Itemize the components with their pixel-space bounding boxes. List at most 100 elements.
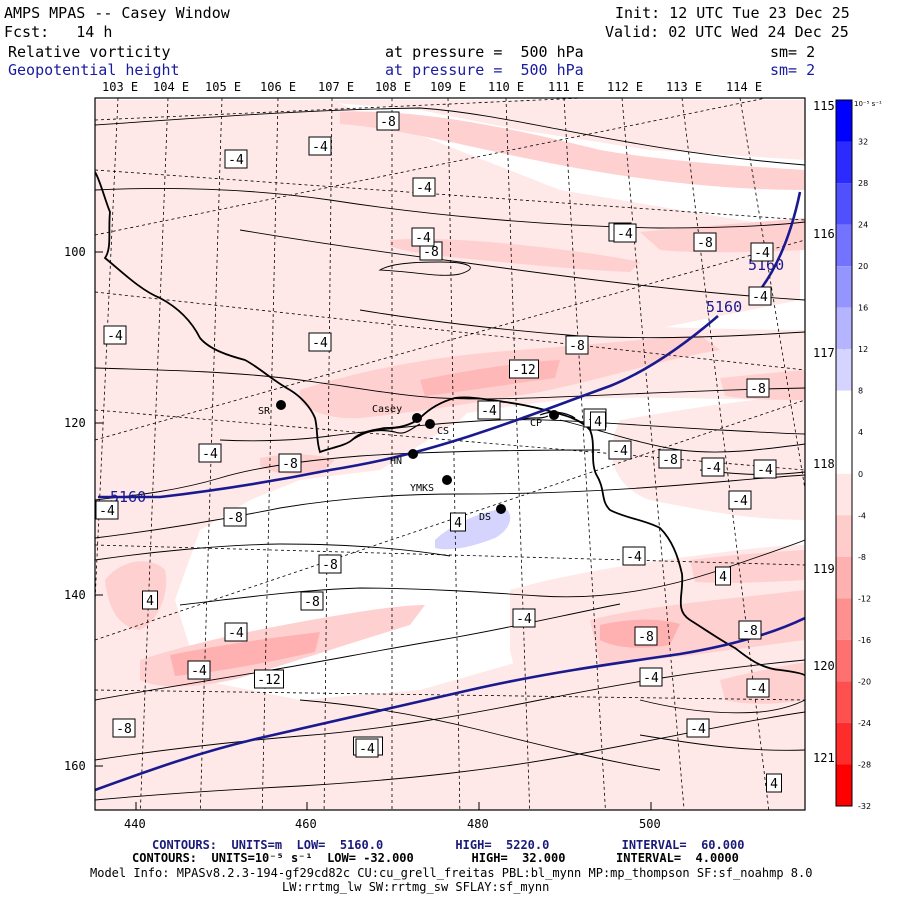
lon-label-top: 106 E: [260, 80, 296, 94]
station-label: CP: [530, 418, 542, 429]
svg-text:-8: -8: [304, 595, 320, 610]
vorticity-contour-label: -4: [750, 242, 774, 262]
vorticity-contour-label: -4: [95, 500, 119, 520]
colorbar-label: 28: [858, 179, 868, 188]
shading-positive-ds: [435, 508, 511, 550]
vorticity-contour-label: -8: [565, 335, 589, 355]
station-label: CS: [437, 426, 449, 437]
vorticity-contour-label: -8: [693, 232, 717, 252]
station-marker[interactable]: [425, 419, 435, 429]
vorticity-contour-label: -8: [746, 378, 770, 398]
colorbar-label: -8: [858, 553, 866, 562]
station-label: DS: [479, 512, 491, 523]
shading-west-spot: [105, 561, 167, 630]
vorticity-contour-label: -4: [224, 622, 248, 642]
svg-text:-8: -8: [750, 382, 766, 397]
station-marker[interactable]: [549, 410, 559, 420]
vorticity-contour-label: -4: [308, 136, 332, 156]
field2-level: at pressure = 500 hPa: [385, 61, 584, 79]
colorbar-label: -28: [858, 760, 871, 769]
field1-name: Relative vorticity: [8, 43, 171, 61]
colorbar-label: 8: [858, 387, 863, 396]
svg-text:4: 4: [594, 415, 602, 430]
vorticity-contour-label: -8: [376, 111, 400, 131]
station-marker[interactable]: [412, 413, 422, 423]
y-tick-label: 160: [64, 759, 86, 773]
plot-title: AMPS MPAS -- Casey Window: [4, 4, 230, 22]
vorticity-contour-label: -4: [753, 459, 777, 479]
svg-text:-8: -8: [662, 453, 678, 468]
height-contour-label: 5160: [706, 298, 742, 316]
colorbar-swatch: [836, 307, 852, 350]
svg-text:-4: -4: [732, 494, 748, 509]
vorticity-contour-label: -4: [224, 149, 248, 169]
colorbar-swatch: [836, 390, 852, 433]
vorticity-contour-label: -8: [223, 507, 247, 527]
station-label: YMKS: [410, 483, 434, 494]
svg-text:-4: -4: [750, 682, 766, 697]
svg-text:-4: -4: [99, 504, 115, 519]
vorticity-contour-label: -4: [639, 667, 663, 687]
station-marker[interactable]: [442, 475, 452, 485]
vorticity-contour-label: -8: [658, 449, 682, 469]
footer-model-info: Model Info: MPASv8.2.3-194-gf29cd82c CU:…: [90, 866, 813, 880]
vorticity-contour-label: -4: [613, 223, 637, 243]
footer-height-contours: CONTOURS: UNITS=m LOW= 5160.0 HIGH= 5220…: [152, 838, 745, 852]
vorticity-contour-label: 4: [766, 773, 782, 793]
svg-text:-8: -8: [322, 558, 338, 573]
lon-label-top: 105 E: [205, 80, 241, 94]
vorticity-contour-label: -4: [355, 738, 379, 758]
svg-text:-4: -4: [359, 742, 375, 757]
init-time: Init: 12 UTC Tue 23 Dec 25: [615, 4, 850, 22]
colorbar-swatch: [836, 432, 852, 474]
x-tick-label: 440: [124, 817, 146, 831]
station-label: HN: [390, 456, 402, 467]
x-tick-label: 460: [295, 817, 317, 831]
svg-text:-4: -4: [612, 444, 628, 459]
svg-text:-4: -4: [202, 447, 218, 462]
colorbar-swatch: [836, 515, 852, 557]
colorbar-label: -24: [858, 719, 871, 728]
colorbar-label: 12: [858, 345, 868, 354]
vorticity-contour-label: 4: [715, 566, 731, 586]
colorbar-swatch: [836, 722, 852, 765]
svg-text:-4: -4: [415, 231, 431, 246]
shading-north-band: [95, 100, 805, 160]
vorticity-contour-label: -4: [686, 718, 710, 738]
station-marker[interactable]: [496, 504, 506, 514]
colorbar-unit: 10⁻⁵ s⁻¹: [854, 100, 882, 108]
colorbar-swatch: [836, 764, 852, 806]
shading-north-strip: [340, 111, 805, 190]
svg-text:4: 4: [770, 777, 778, 792]
valid-time: Valid: 02 UTC Wed 24 Dec 25: [605, 23, 849, 41]
svg-text:-8: -8: [227, 511, 243, 526]
svg-text:-4: -4: [312, 336, 328, 351]
vorticity-contour-label: -4: [412, 177, 436, 197]
station-marker[interactable]: [408, 449, 418, 459]
svg-text:-4: -4: [107, 329, 123, 344]
colorbar-label: -20: [858, 677, 871, 686]
svg-text:-4: -4: [705, 461, 721, 476]
colorbar-swatch: [836, 100, 852, 142]
vorticity-contour-label: 4: [142, 590, 158, 610]
colorbar-label: -12: [858, 594, 871, 603]
vorticity-contour-label: 4: [450, 512, 466, 532]
field2-smooth: sm= 2: [770, 61, 816, 79]
vorticity-contour-label: -4: [608, 440, 632, 460]
colorbar-swatch: [836, 556, 852, 599]
colorbar-frame: [835, 99, 853, 807]
colorbar-label: -16: [858, 636, 871, 645]
svg-text:-4: -4: [228, 153, 244, 168]
vorticity-contour-label: -4: [746, 678, 770, 698]
colorbar-label: 24: [858, 221, 868, 230]
vorticity-contour-label: 4: [590, 411, 606, 431]
y-tick-label: 120: [64, 416, 86, 430]
shading-mid-strip: [390, 238, 640, 272]
station-marker[interactable]: [276, 400, 286, 410]
map-label-layer: 103 E 104 E 105 E 106 E 107 E 108 E 109 E 110 E…: [64, 80, 849, 831]
svg-text:-4: -4: [481, 404, 497, 419]
vorticity-contour-label: -4: [748, 286, 772, 306]
lon-label-top: 104 E: [153, 80, 189, 94]
svg-text:-4: -4: [416, 181, 432, 196]
